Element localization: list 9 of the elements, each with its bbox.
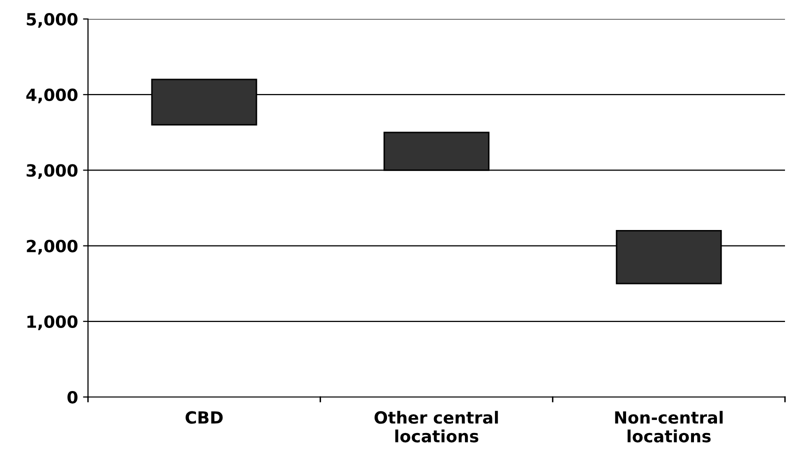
y-tick-label: 4,000 xyxy=(26,88,78,104)
x-tick-label: Other central locations xyxy=(374,410,498,442)
y-tick-label: 2,000 xyxy=(26,240,78,254)
y-tick-label: 0 xyxy=(67,390,78,404)
x-tick-label: CBD xyxy=(186,411,223,424)
y-tick-label: 5,000 xyxy=(26,12,78,28)
y-tick-label: 1,000 xyxy=(27,315,78,330)
x-tick-label: Non-central locations xyxy=(615,410,723,442)
y-tick-label: 3,000 xyxy=(26,164,78,179)
